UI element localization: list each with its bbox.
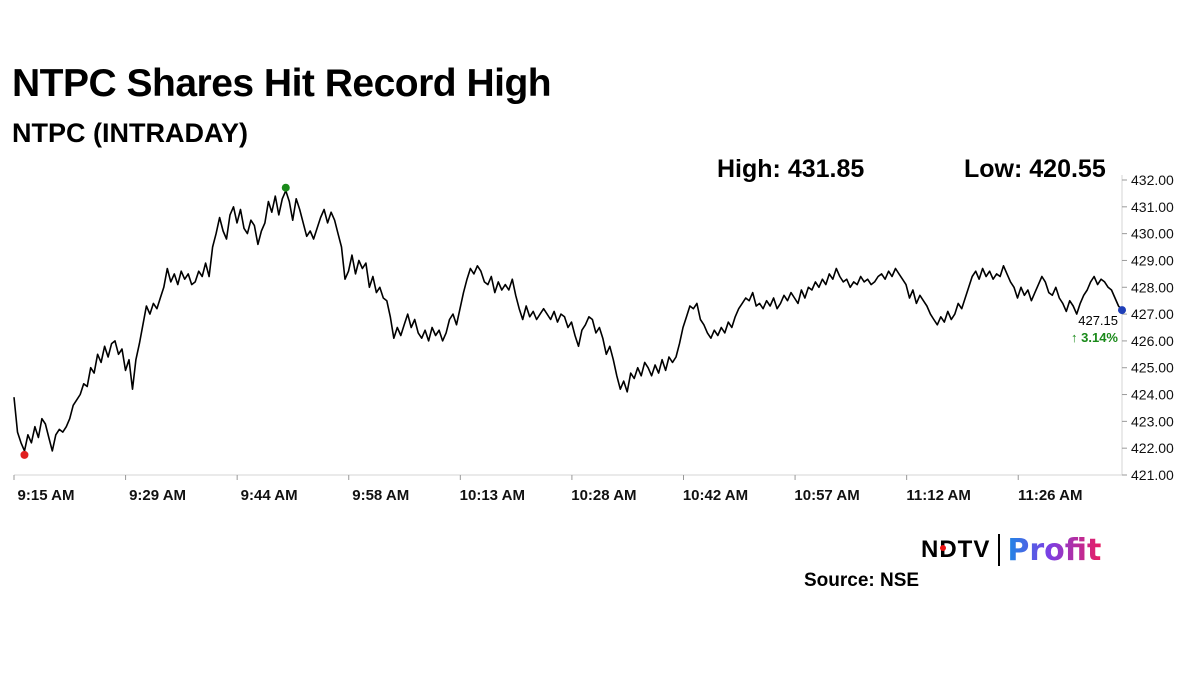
y-tick-label: 422.00 — [1131, 440, 1174, 456]
y-tick-labels: 432.00 431.00 430.00 429.00 428.00 427.00 426.… — [1122, 172, 1174, 483]
price-line — [13, 189, 1123, 452]
x-tick-label: 11:12 AM — [906, 487, 970, 504]
ndtv-logo-text: NDTV — [921, 536, 991, 563]
profit-logo-text: Profit — [1007, 532, 1102, 568]
y-tick-label: 430.00 — [1131, 226, 1174, 242]
logo-dot — [940, 545, 946, 551]
x-tick-label: 10:57 AM — [794, 487, 859, 504]
y-tick-label: 423.00 — [1131, 413, 1174, 429]
x-tick-label: 10:13 AM — [460, 487, 525, 504]
chart-title: NTPC Shares Hit Record High — [12, 62, 552, 105]
chart-subtitle: NTPC (INTRADAY) — [12, 118, 248, 148]
ndtv-profit-logo: NDTV Profit — [921, 532, 1102, 568]
x-tick-label: 11:26 AM — [1018, 487, 1082, 504]
y-tick-label: 424.00 — [1131, 387, 1174, 403]
y-tick-label: 431.00 — [1131, 199, 1174, 215]
logo-separator — [998, 534, 1001, 566]
chart-axes — [14, 175, 1123, 476]
y-tick-label: 421.00 — [1131, 467, 1174, 483]
x-tick-label: 9:15 AM — [18, 487, 75, 504]
x-tick-label: 10:42 AM — [683, 487, 748, 504]
y-tick-label: 429.00 — [1131, 252, 1174, 268]
high-label: High: 431.85 — [717, 155, 865, 183]
x-tick-labels: 9:15 AM 9:29 AM 9:44 AM 9:58 AM 10:13 AM 10:2… — [13, 475, 1082, 504]
x-tick-label: 9:58 AM — [352, 487, 409, 504]
x-tick-label: 10:28 AM — [571, 487, 636, 504]
low-marker — [20, 450, 29, 459]
y-tick-label: 427.00 — [1131, 306, 1174, 322]
y-tick-label: 425.00 — [1131, 360, 1174, 376]
change-label: ↑ 3.14% — [1071, 330, 1118, 345]
high-marker — [281, 183, 290, 192]
x-tick-label: 9:29 AM — [129, 487, 186, 504]
last-price-marker — [1118, 306, 1126, 315]
low-label: Low: 420.55 — [964, 155, 1106, 183]
y-tick-label: 428.00 — [1131, 279, 1174, 295]
last-price-label: 427.15 — [1078, 313, 1118, 328]
y-tick-label: 432.00 — [1131, 172, 1174, 188]
source-label: Source: NSE — [804, 570, 920, 591]
y-tick-label: 426.00 — [1131, 333, 1174, 349]
x-tick-label: 9:44 AM — [241, 487, 298, 504]
